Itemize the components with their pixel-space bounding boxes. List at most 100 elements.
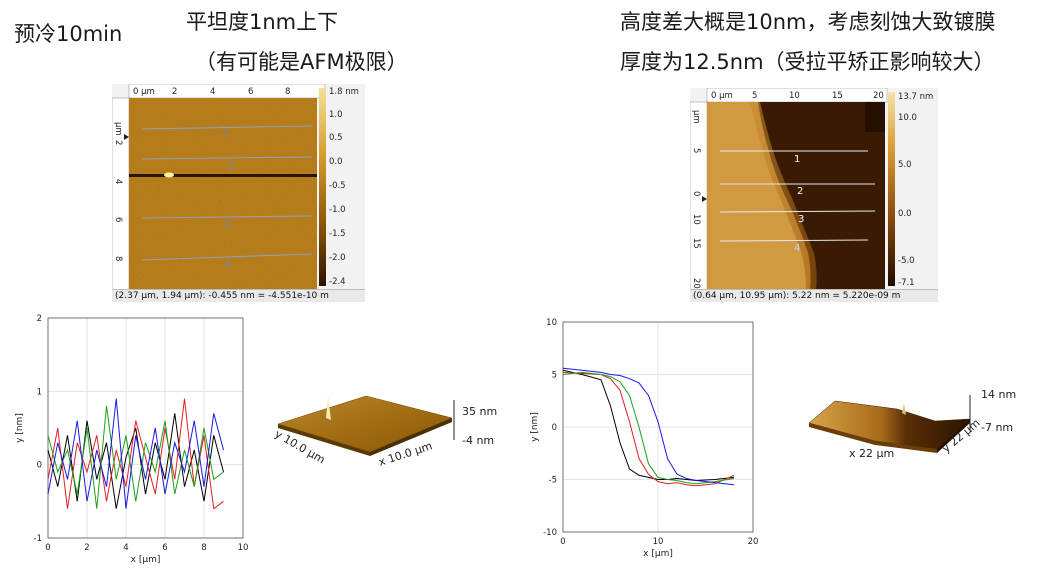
profile-line [141,125,313,130]
z-bottom-label: -4 nm [462,434,494,447]
colorbar-tick: 1.8 nm [329,87,359,97]
afm-left-xtick: 4 [210,87,215,97]
y-tick-label: 0 [37,461,42,471]
afm-left-xtick: 6 [248,87,253,97]
x-tick-label: 10 [653,537,664,547]
note-height-diff: 高度差大概是10nm，考虑刻蚀大致镀膜 [620,10,996,34]
note-afm-limit: （有可能是AFM极限） [195,50,408,74]
colorbar-tick: -2.0 [329,253,346,263]
afm-left-ytick: 4 [113,179,123,184]
z-top-label: 35 nm [462,405,497,418]
afm-image-right: 0 µm 5 10 15 20 µm 0 5 10 15 20 1 2 3 4 … [690,88,938,302]
colorbar-tick: 0.0 [329,157,343,167]
profile-label: 3 [798,214,804,225]
profile-label: 2 [228,162,234,173]
particle-spike [326,396,331,420]
afm-left-ytick: 6 [113,217,123,222]
series-line [47,405,224,509]
x-tick-label: 2 [84,543,89,553]
afm-left-xunit: 0 µm [133,87,155,97]
x-tick-label: 8 [201,543,206,553]
colorbar-tick: -1.0 [329,205,346,215]
profile-line [141,215,313,219]
profile-line [719,210,876,213]
y-tick-label: 1 [37,387,42,397]
note-precool: 预冷10min [14,22,123,46]
profile-label: 3 [224,220,230,231]
profile-line [141,253,313,261]
colorbar-tick: -7.1 [898,278,915,288]
x-axis-label: x [µm] [643,549,673,559]
series-line [47,398,224,510]
afm-left-ytick: 8 [113,256,123,261]
afm-left-yunit: µm [113,122,123,136]
x-tick-label: 20 [748,537,759,547]
colorbar-tick: 10.0 [898,113,917,123]
x-tick-label: 10 [238,543,249,553]
profile-chart-right: 0 10 20 -10 -5 0 5 10 x [µm] y [nm] [530,318,759,559]
y-tick-label: 0 [552,423,557,433]
x-tick-label: 0 [45,543,50,553]
afm-left-xtick: 8 [285,87,290,97]
y-axis-label: y [nm] [530,412,540,442]
y-tick-label: -5 [549,476,557,486]
y-tick-label: 5 [552,371,557,381]
series-line [47,413,224,509]
afm-right-ytick: 15 [691,238,701,249]
series-line [562,371,735,485]
colorbar-tick: 0.5 [329,133,343,143]
y-axis-label: y [nm] [15,413,25,443]
coordinate-readout: (0.64 µm, 10.95 µm): 5.22 nm = 5.220e-09… [690,289,938,302]
x-axis-label: x 22 µm [849,447,894,460]
afm-image-left-svg: 0 µm 2 4 6 8 µm 2 4 6 8 1 2 3 4 1.8 nm 1… [112,84,365,290]
afm-right-ytick: 10 [691,214,701,225]
marker-arrow-icon [702,196,707,202]
afm-right-xtick: 5 [752,91,757,101]
afm-right-ytick: 5 [691,148,701,153]
afm-left-ytick: 2 [113,140,123,145]
note-flatness: 平坦度1nm上下 [186,10,339,34]
x-tick-label: 4 [123,543,128,553]
profile-label: 1 [794,154,800,165]
profile-label: 4 [225,260,231,271]
colorbar-tick: -0.5 [329,181,346,191]
profile-label: 2 [797,186,803,197]
coordinate-readout: (2.37 µm, 1.94 µm): -0.455 nm = -4.551e-… [112,289,365,302]
afm-right-ytick: 0 [691,191,701,196]
colorbar-tick: 0.0 [898,209,912,219]
afm-right-ytick: 20 [691,278,701,289]
afm-left-xtick: 2 [172,87,177,97]
afm-right-xtick: 10 [789,91,800,101]
colorbar-tick: 1.0 [329,110,343,120]
afm-right-xtick: 15 [832,91,843,101]
colorbar [319,88,326,286]
series-line [562,367,735,486]
y-tick-label: -1 [34,534,42,544]
colorbar-tick: -5.0 [898,256,915,266]
colorbar-tick: 5.0 [898,160,912,170]
plot-frame [47,317,244,539]
y-tick-label: 10 [546,318,557,328]
series-line [47,398,224,509]
surface-3d-right: 14 nm -7 nm y 22 µm x 22 µm [808,388,1016,460]
x-tick-label: 6 [162,543,167,553]
y-tick-label: -10 [543,528,557,538]
y-tick-label: 2 [37,314,42,324]
plot-frame [562,321,754,533]
note-thickness: 厚度为12.5nm（受拉平矫正影响较大） [620,50,995,74]
colorbar-tick: -1.5 [329,229,346,239]
colorbar-tick: 13.7 nm [898,92,933,102]
colorbar [888,92,895,286]
particle [164,172,174,178]
marker-arrow-icon [124,134,129,140]
afm-right-xtick: 20 [873,91,884,101]
afm-image-right-svg: 0 µm 5 10 15 20 µm 0 5 10 15 20 1 2 3 4 … [690,88,938,290]
afm-right-xunit: 0 µm [711,91,733,101]
profile-label: 1 [224,128,230,139]
profile-line [141,156,313,160]
surface-3d-left: 35 nm -4 nm y 10.0 µm x 10.0 µm [273,395,497,469]
z-bottom-label: -7 nm [981,421,1013,434]
profile-label: 4 [794,243,800,254]
surface-plane [808,400,971,450]
